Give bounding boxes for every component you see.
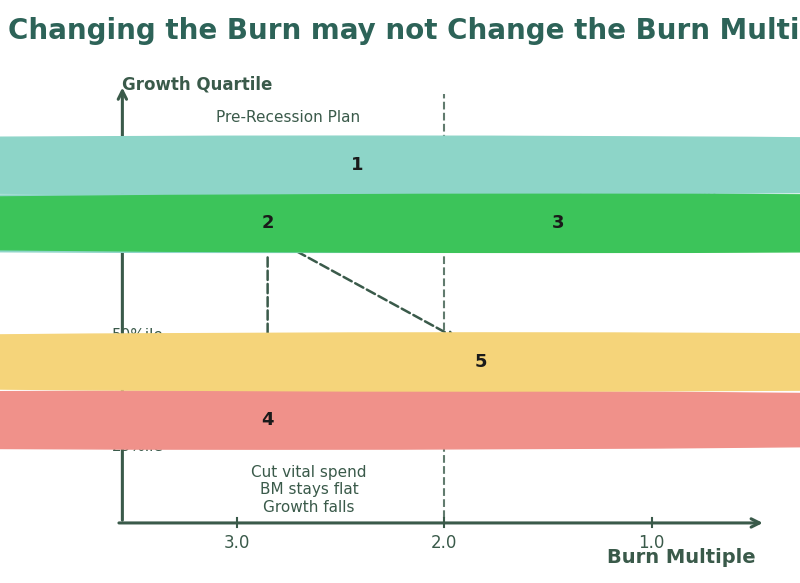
Text: 2.0: 2.0: [431, 534, 457, 552]
Circle shape: [0, 194, 800, 252]
Text: 3.0: 3.0: [223, 534, 250, 552]
Text: Growth Quartile: Growth Quartile: [122, 76, 273, 94]
Circle shape: [0, 333, 800, 391]
Circle shape: [0, 391, 800, 449]
Text: Cut wasted spend
BM improves
Growth stays strong: Cut wasted spend BM improves Growth stay…: [579, 188, 733, 237]
Text: 4: 4: [262, 411, 274, 429]
Text: Plan After
Revenue
Changes: Plan After Revenue Changes: [110, 198, 185, 248]
Text: Burn Multiple: Burn Multiple: [606, 547, 755, 567]
Text: 75%ile: 75%ile: [112, 216, 164, 231]
Text: 5: 5: [475, 353, 487, 371]
Text: 25%ile: 25%ile: [112, 440, 164, 454]
Circle shape: [0, 194, 800, 252]
Text: Pre-Recession Plan: Pre-Recession Plan: [216, 110, 361, 125]
Text: 2: 2: [262, 215, 274, 233]
Text: 1: 1: [350, 156, 363, 174]
Text: Impact of cuts mixed
BM improves (not as much as #3)
Growth falls (not as much a: Impact of cuts mixed BM improves (not as…: [579, 394, 800, 443]
Text: 50%ile: 50%ile: [112, 328, 164, 343]
Text: 1.0: 1.0: [638, 534, 665, 552]
Circle shape: [0, 136, 800, 194]
Text: 3: 3: [552, 215, 564, 233]
Text: Changing the Burn may not Change the Burn Multiple: Changing the Burn may not Change the Bur…: [8, 17, 800, 45]
Text: Cut vital spend
BM stays flat
Growth falls: Cut vital spend BM stays flat Growth fal…: [251, 465, 367, 515]
Text: 90%ile: 90%ile: [112, 149, 164, 164]
